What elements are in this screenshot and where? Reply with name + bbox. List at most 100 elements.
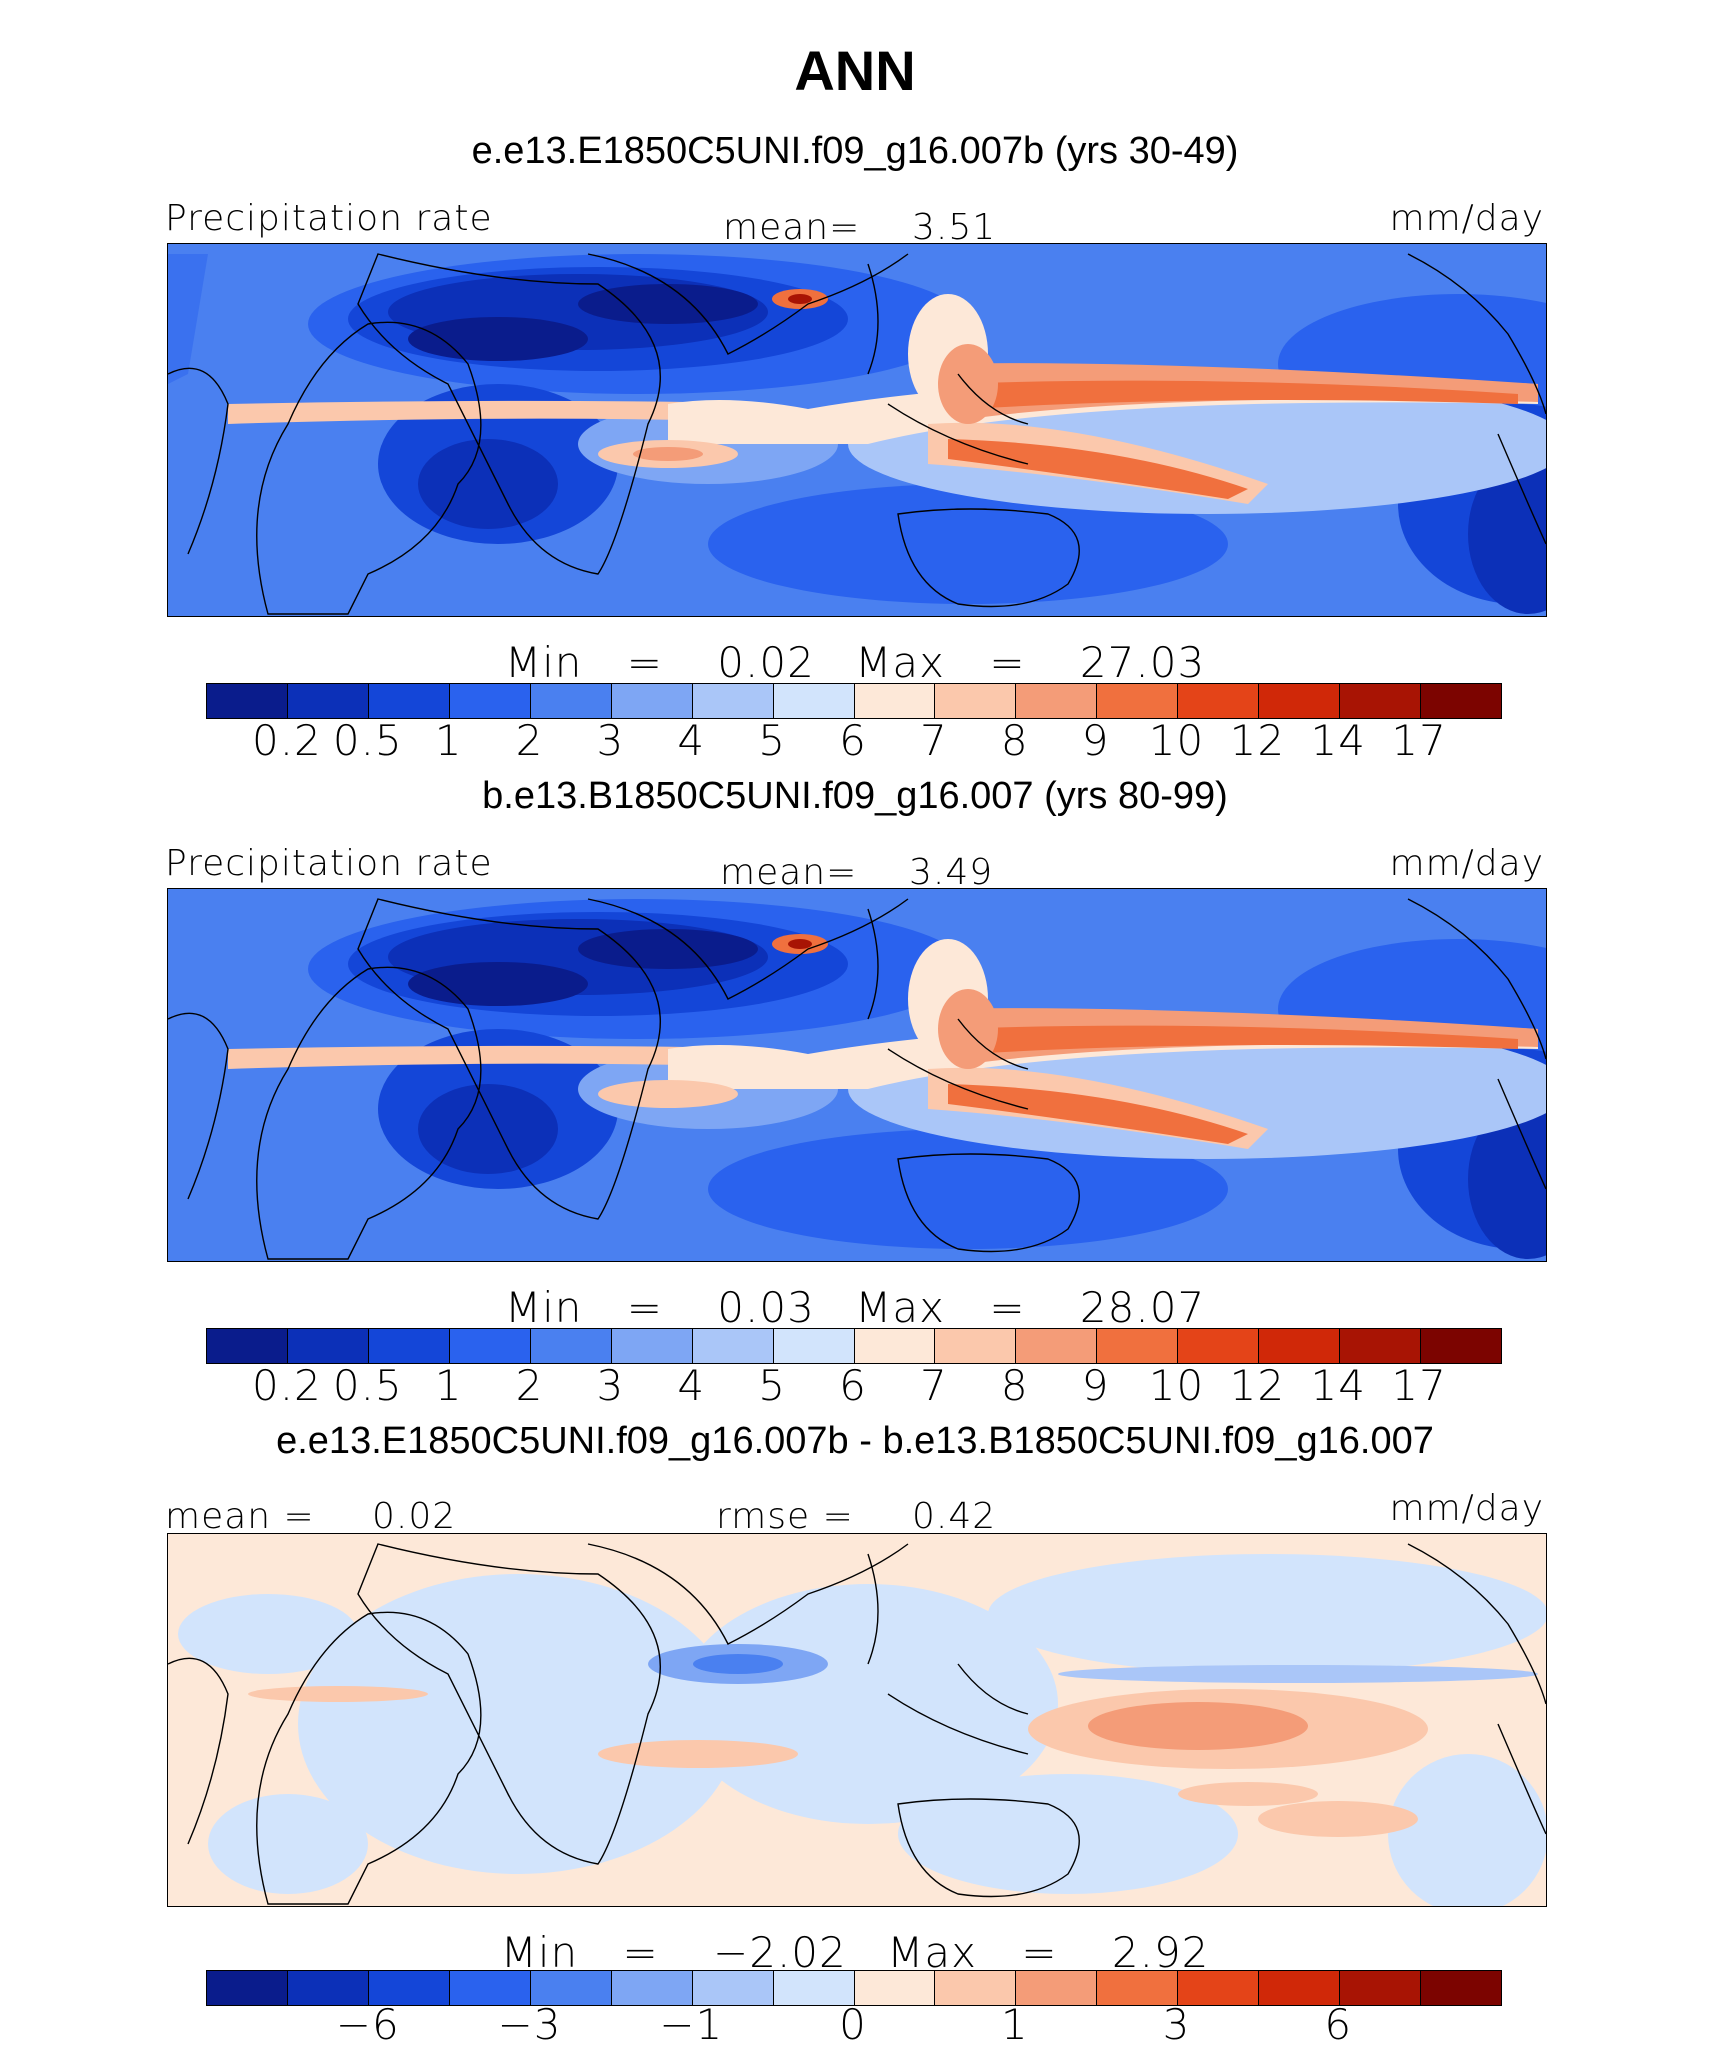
panel2-min-label: Min [504,1283,583,1332]
panel1-colorbar [206,683,1502,719]
panel1-units: mm/day [1389,198,1544,239]
panel1-colorbar-ticks: 0.2 0.5 1 2 3 4 5 6 7 8 9 10 12 14 17 [0,716,1710,772]
colorbar-swatch [611,684,693,718]
colorbar-tick-label: 2 [515,1361,544,1410]
colorbar-tick-label: 4 [677,1361,706,1410]
colorbar-tick-label: −3 [497,2000,562,2049]
colorbar-tick-label: 12 [1229,716,1286,765]
colorbar-tick-label: 8 [1000,716,1029,765]
colorbar-tick-label: 0.5 [332,716,403,765]
panel2-max-label: Max [855,1283,945,1332]
colorbar-tick-label: 17 [1391,716,1447,765]
colorbar-tick-label: 0.5 [332,1361,403,1410]
panel1-max-value: 27.03 [1079,638,1206,687]
panel2-map [167,888,1547,1262]
colorbar-tick-label: 1 [434,716,463,765]
colorbar-tick-label: 5 [758,1361,786,1410]
colorbar-tick-label: 5 [758,716,786,765]
panel2-title: b.e13.B1850C5UNI.f09_g16.007 (yrs 80-99) [482,775,1228,817]
figure-title: ANN [794,39,916,102]
colorbar-swatch [287,1329,369,1363]
panel1-mean-value: 3.51 [912,207,997,248]
colorbar-swatch [1016,684,1098,718]
colorbar-swatch [368,1971,450,2005]
panel2-min-value: 0.03 [717,1283,815,1332]
colorbar-swatch [1340,1971,1422,2005]
colorbar-swatch [1178,1971,1260,2005]
colorbar-swatch [935,1971,1017,2005]
colorbar-swatch [1259,1971,1341,2005]
colorbar-swatch [1178,684,1260,718]
panel3-min-label: Min [500,1928,579,1977]
panel2-max-equals: = [989,1283,1026,1332]
panel1-map [167,243,1547,617]
panel1-min-equals: = [626,638,663,687]
colorbar-swatch [449,1329,531,1363]
colorbar-tick-label: 6 [1324,2000,1353,2049]
colorbar-swatch [1259,1329,1341,1363]
panel3-colorbar-ticks: −6 −3 −1 0 1 3 6 [0,2000,1710,2050]
colorbar-swatch [207,1329,288,1363]
panel1-max-equals: = [989,638,1026,687]
panel2-min-equals: = [626,1283,663,1332]
colorbar-swatch [1016,1329,1098,1363]
panel3-min-value: −2.02 [713,1928,847,1977]
colorbar-swatch [1097,1329,1179,1363]
colorbar-swatch [854,684,936,718]
colorbar-tick-label: 7 [920,1361,948,1410]
panel1-min-label: Min [504,638,583,687]
colorbar-swatch [935,684,1017,718]
colorbar-swatch [773,1329,855,1363]
colorbar-swatch [611,1329,693,1363]
colorbar-swatch [530,684,612,718]
panel2-minmax: Min = 0.03 Max = 28.07 [0,1283,1710,1332]
colorbar-swatch [1097,684,1179,718]
colorbar-swatch [692,684,774,718]
panel1-variable-label: Precipitation rate [165,198,493,239]
colorbar-tick-label: −1 [659,2000,724,2049]
colorbar-swatch [1421,1971,1501,2005]
colorbar-tick-label: 2 [515,716,544,765]
colorbar-swatch [1259,684,1341,718]
panel2-units: mm/day [1389,843,1544,884]
panel2-variable-label: Precipitation rate [165,843,493,884]
panel3-mean-value: 0.02 [372,1496,457,1537]
panel1-minmax: Min = 0.02 Max = 27.03 [0,638,1710,687]
colorbar-swatch [530,1329,612,1363]
colorbar-swatch [1340,684,1422,718]
panel2-colorbar [206,1328,1502,1364]
colorbar-swatch [1178,1329,1260,1363]
colorbar-tick-label: 12 [1229,1361,1286,1410]
colorbar-tick-label: 14 [1310,716,1366,765]
colorbar-swatch [935,1329,1017,1363]
colorbar-tick-label: 7 [920,716,948,765]
panel1-max-label: Max [855,638,945,687]
colorbar-swatch [1421,684,1501,718]
colorbar-tick-label: 17 [1391,1361,1447,1410]
colorbar-swatch [773,1971,855,2005]
colorbar-tick-label: 3 [596,716,625,765]
colorbar-tick-label: 0.2 [251,1361,322,1410]
panel2-colorbar-ticks: 0.2 0.5 1 2 3 4 5 6 7 8 9 10 12 14 17 [0,1361,1710,1417]
colorbar-swatch [368,684,450,718]
colorbar-tick-label: 10 [1148,716,1205,765]
colorbar-swatch [368,1329,450,1363]
panel3-map [167,1533,1547,1907]
colorbar-swatch [1340,1329,1422,1363]
panel1-min-value: 0.02 [717,638,815,687]
colorbar-swatch [692,1971,774,2005]
colorbar-swatch [530,1971,612,2005]
colorbar-swatch [287,1971,369,2005]
panel3-units: mm/day [1389,1488,1544,1529]
colorbar-tick-label: 4 [677,716,706,765]
panel3-rmse-value: 0.42 [912,1496,997,1537]
panel3-colorbar [206,1970,1502,2006]
colorbar-swatch [207,684,288,718]
colorbar-swatch [287,684,369,718]
panel1-title: e.e13.E1850C5UNI.f09_g16.007b (yrs 30-49… [471,130,1239,172]
colorbar-swatch [854,1971,936,2005]
colorbar-tick-label: 1 [1000,2000,1029,2049]
colorbar-swatch [449,684,531,718]
panel3-rmse-label: rmse = [716,1496,854,1537]
colorbar-tick-label: 0 [839,2000,867,2049]
